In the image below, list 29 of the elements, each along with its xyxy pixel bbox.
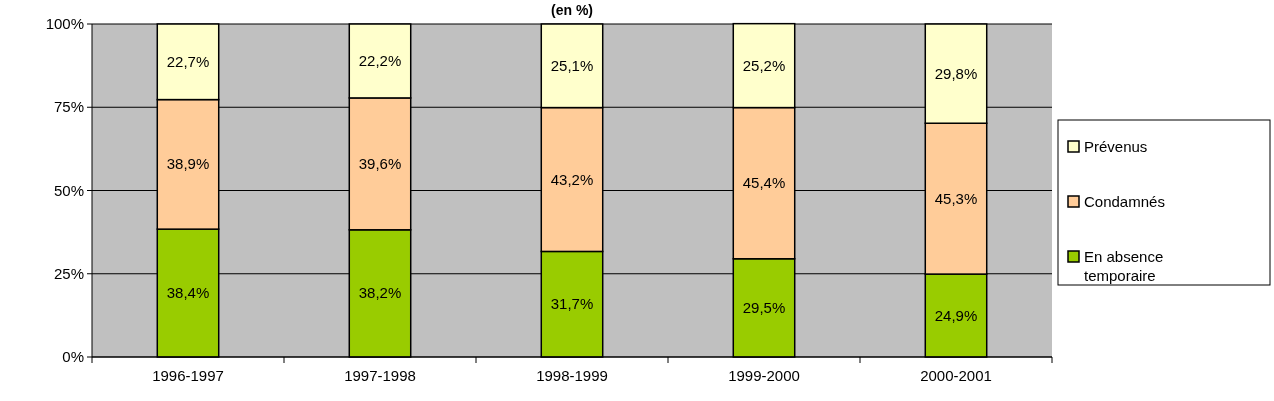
- data-label: 38,9%: [166, 155, 210, 173]
- chart-title: (en %): [551, 2, 593, 18]
- data-label: 22,2%: [358, 51, 402, 69]
- x-tick-label: 1996-1997: [152, 367, 224, 384]
- x-tick-label: 1997-1998: [344, 367, 416, 384]
- legend-label: Prévenus: [1084, 138, 1148, 155]
- y-tick-label: 100%: [45, 15, 84, 32]
- x-tick-label: 1999-2000: [728, 367, 800, 384]
- data-label: 39,6%: [358, 154, 402, 172]
- data-label: 29,8%: [934, 64, 978, 82]
- data-label: 31,7%: [550, 295, 594, 313]
- data-label: 29,5%: [742, 298, 786, 316]
- data-label: 43,2%: [550, 170, 594, 188]
- data-label: 38,2%: [358, 284, 402, 302]
- y-tick-label: 0%: [62, 348, 84, 365]
- y-tick-label: 75%: [53, 98, 84, 116]
- x-tick-label: 2000-2001: [920, 367, 992, 384]
- data-label: 38,4%: [166, 284, 210, 302]
- data-label: 24,9%: [934, 306, 978, 324]
- y-tick-label: 50%: [53, 181, 84, 199]
- data-label: 25,2%: [742, 56, 786, 74]
- data-label: 22,7%: [166, 52, 210, 70]
- legend-label: Condamnés: [1084, 193, 1165, 210]
- x-tick-label: 1998-1999: [536, 367, 608, 384]
- legend-label: En absence temporaire: [1084, 248, 1164, 284]
- y-tick-label: 25%: [53, 264, 84, 282]
- data-label: 45,4%: [742, 174, 786, 192]
- data-label: 25,1%: [550, 56, 594, 74]
- data-label: 45,3%: [934, 189, 978, 207]
